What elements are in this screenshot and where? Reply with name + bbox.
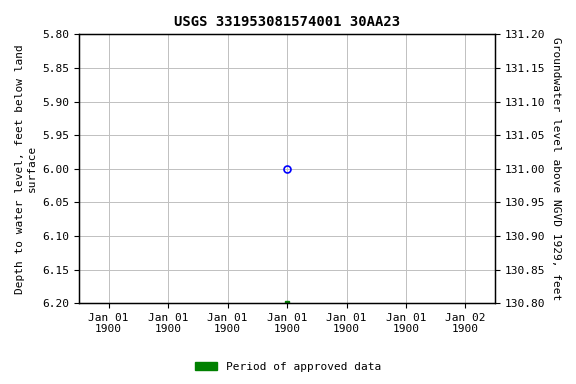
Y-axis label: Groundwater level above NGVD 1929, feet: Groundwater level above NGVD 1929, feet — [551, 37, 561, 300]
Y-axis label: Depth to water level, feet below land
surface: Depth to water level, feet below land su… — [15, 44, 37, 294]
Legend: Period of approved data: Period of approved data — [191, 358, 385, 377]
Title: USGS 331953081574001 30AA23: USGS 331953081574001 30AA23 — [174, 15, 400, 29]
